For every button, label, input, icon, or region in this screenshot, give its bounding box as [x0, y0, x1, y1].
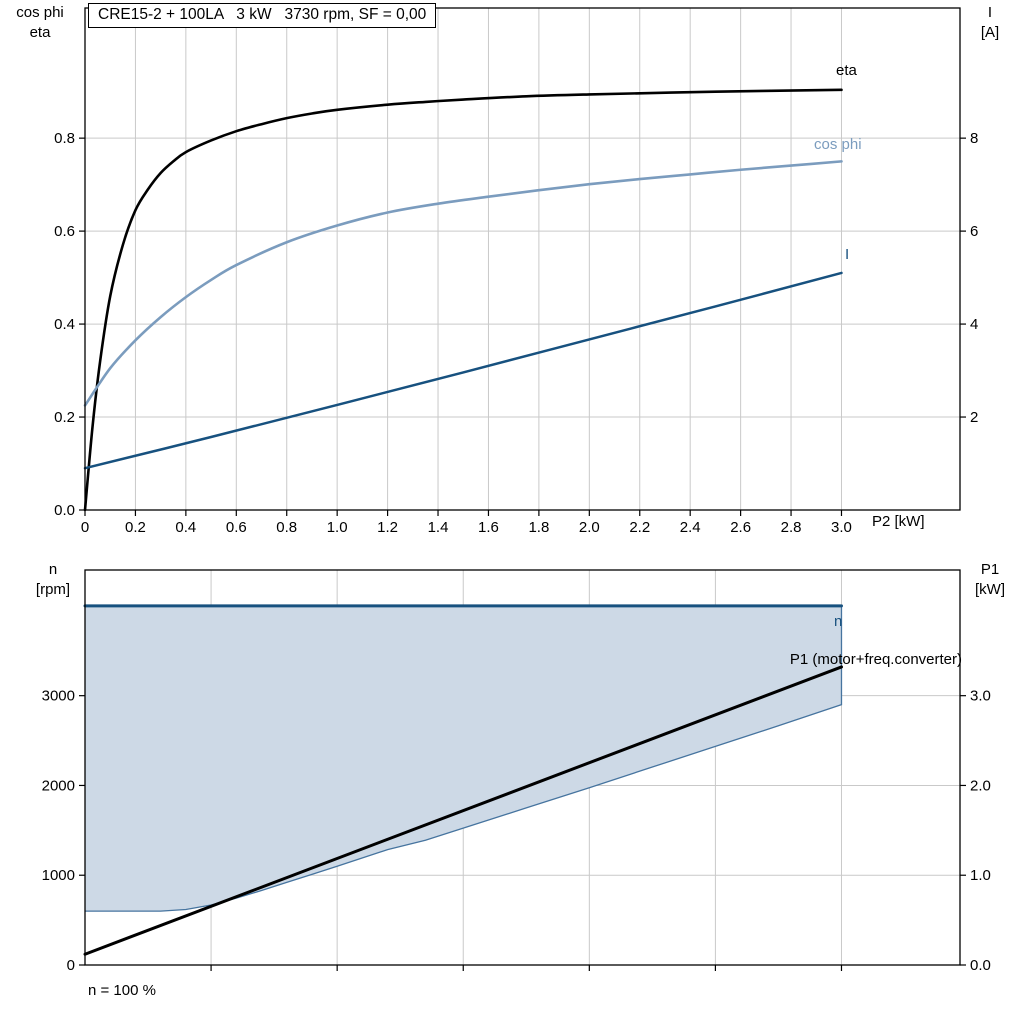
left-axis-label-rpm: [rpm] — [35, 581, 71, 598]
series-label-p1: P1 (motor+freq.converter) — [789, 651, 962, 668]
svg-text:8: 8 — [970, 130, 978, 147]
svg-text:3.0: 3.0 — [970, 688, 991, 705]
top-chart-canvas: 0 0.2 0.4 0.6 0.8 1.0 1.2 1.4 1.6 1.8 2.0 2.2 2.4 2.6… — [54, 7, 978, 536]
svg-text:0.0: 0.0 — [970, 957, 991, 974]
svg-text:0.2: 0.2 — [125, 519, 146, 536]
svg-text:0.4: 0.4 — [54, 316, 75, 333]
svg-text:2.0: 2.0 — [579, 519, 600, 536]
svg-text:1.2: 1.2 — [377, 519, 398, 536]
svg-text:0.6: 0.6 — [54, 223, 75, 240]
svg-text:0.4: 0.4 — [175, 519, 196, 536]
series-label-speed: n — [834, 613, 843, 630]
top-left-axis-label: cos phi eta — [5, 3, 75, 43]
series-label-cosphi: cos phi — [814, 136, 862, 153]
svg-text:0.0: 0.0 — [54, 502, 75, 519]
svg-text:2: 2 — [970, 409, 978, 426]
svg-text:3.0: 3.0 — [831, 519, 852, 536]
svg-text:2.8: 2.8 — [781, 519, 802, 536]
top-right-axis-label: I [A] — [960, 3, 1020, 43]
svg-text:1.6: 1.6 — [478, 519, 499, 536]
svg-text:2.0: 2.0 — [970, 777, 991, 794]
left-axis-label-eta: eta — [29, 24, 51, 41]
svg-text:0: 0 — [67, 957, 75, 974]
svg-text:1.8: 1.8 — [528, 519, 549, 536]
chart-title: CRE15-2 + 100LA 3 kW 3730 rpm, SF = 0,00 — [88, 3, 437, 28]
x-axis-label: P2 [kW] — [872, 513, 925, 530]
bottom-left-axis-label: n [rpm] — [18, 560, 88, 600]
left-axis-label-n: n — [48, 561, 58, 578]
svg-text:0.8: 0.8 — [276, 519, 297, 536]
svg-text:0: 0 — [81, 519, 89, 536]
svg-text:3000: 3000 — [42, 688, 75, 705]
series-label-current: I — [845, 246, 850, 263]
right-axis-label-A: [A] — [980, 24, 1000, 41]
left-axis-label-cosphi: cos phi — [16, 4, 64, 21]
svg-text:2.4: 2.4 — [680, 519, 701, 536]
svg-text:2.2: 2.2 — [629, 519, 650, 536]
svg-text:1.0: 1.0 — [970, 867, 991, 884]
svg-text:1.4: 1.4 — [428, 519, 449, 536]
svg-text:1000: 1000 — [42, 867, 75, 884]
bottom-right-axis-label: P1 [kW] — [960, 560, 1020, 600]
svg-text:2000: 2000 — [42, 777, 75, 794]
svg-text:0.6: 0.6 — [226, 519, 247, 536]
bottom-chart-canvas: 0 1000 2000 3000 0.0 1.0 2.0 3.0 — [42, 569, 991, 974]
svg-text:6: 6 — [970, 223, 978, 240]
svg-text:4: 4 — [970, 316, 978, 333]
right-axis-label-kW: [kW] — [975, 581, 1005, 598]
speed-annotation: n = 100 % — [88, 982, 156, 999]
svg-text:1.0: 1.0 — [327, 519, 348, 536]
svg-text:0.8: 0.8 — [54, 130, 75, 147]
svg-text:2.6: 2.6 — [730, 519, 751, 536]
right-axis-label-I: I — [987, 4, 993, 21]
right-axis-label-P1: P1 — [980, 561, 1000, 578]
svg-text:0.2: 0.2 — [54, 409, 75, 426]
series-label-eta: eta — [836, 62, 857, 79]
